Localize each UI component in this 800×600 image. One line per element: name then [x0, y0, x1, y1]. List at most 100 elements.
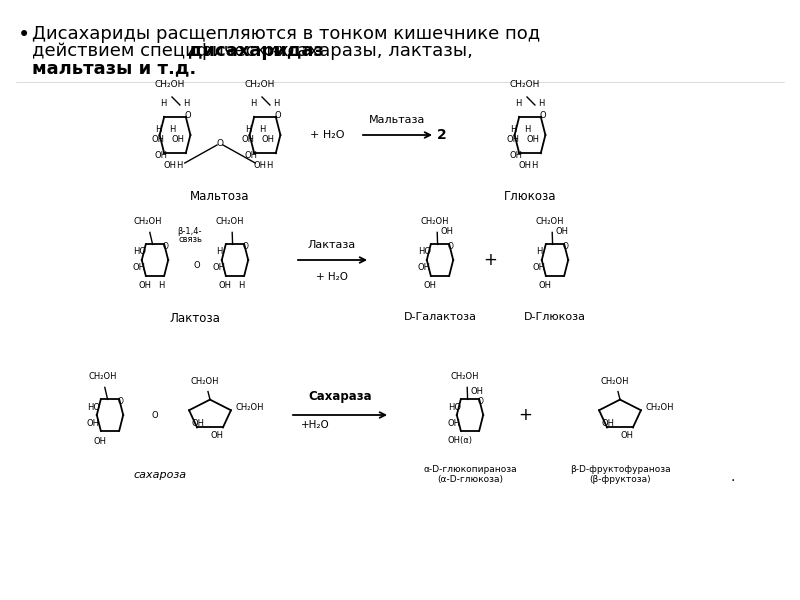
- Text: H: H: [183, 98, 190, 107]
- Text: OH: OH: [506, 136, 520, 145]
- Text: H: H: [169, 125, 175, 134]
- Text: CH₂OH: CH₂OH: [510, 80, 540, 89]
- Text: CH₂OH: CH₂OH: [451, 373, 479, 382]
- Text: OH: OH: [171, 136, 184, 145]
- Text: OH: OH: [94, 437, 106, 445]
- Text: •: •: [18, 25, 30, 45]
- Text: H: H: [536, 247, 542, 257]
- Text: CH₂OH: CH₂OH: [190, 377, 219, 386]
- Text: H: H: [216, 247, 222, 257]
- Text: H: H: [259, 125, 266, 134]
- Text: O: O: [447, 242, 453, 251]
- Text: HO: HO: [133, 247, 146, 257]
- Text: CH₂OH: CH₂OH: [421, 217, 450, 226]
- Text: H: H: [155, 125, 162, 134]
- Text: 2: 2: [437, 128, 446, 142]
- Text: OH: OH: [448, 419, 461, 427]
- Text: OH: OH: [470, 386, 484, 395]
- Text: H: H: [516, 98, 522, 107]
- Text: O: O: [242, 242, 248, 251]
- Text: O: O: [194, 260, 200, 269]
- Text: Мальтоза: Мальтоза: [190, 190, 250, 203]
- Text: OH: OH: [518, 160, 531, 169]
- Text: H: H: [250, 98, 257, 107]
- Text: OH: OH: [191, 419, 205, 427]
- Text: O: O: [217, 139, 223, 148]
- Text: H: H: [273, 98, 279, 107]
- Text: OH: OH: [262, 136, 274, 145]
- Text: Сахараза: Сахараза: [308, 390, 372, 403]
- Text: OH: OH: [152, 136, 165, 145]
- Text: OH: OH: [526, 136, 539, 145]
- Text: O: O: [274, 110, 281, 119]
- Text: +: +: [483, 251, 497, 269]
- Text: OH(α): OH(α): [447, 437, 473, 445]
- Text: дисахаридаз: дисахаридаз: [188, 42, 324, 60]
- Text: OH: OH: [556, 227, 569, 236]
- Text: OH: OH: [510, 151, 522, 160]
- Text: CH₂OH: CH₂OH: [601, 377, 630, 386]
- Text: OH: OH: [254, 160, 266, 169]
- Text: HO: HO: [86, 403, 100, 412]
- Text: OH: OH: [213, 263, 226, 272]
- Text: OH: OH: [154, 151, 167, 160]
- Text: CH₂OH: CH₂OH: [536, 217, 565, 226]
- Text: мальтазы и т.д.: мальтазы и т.д.: [32, 59, 196, 77]
- Text: β-D-фруктофураноза
(β-фруктоза): β-D-фруктофураноза (β-фруктоза): [570, 465, 670, 484]
- Text: H: H: [524, 125, 530, 134]
- Text: O: O: [539, 110, 546, 119]
- Text: CH₂OH: CH₂OH: [155, 80, 185, 89]
- Text: H: H: [158, 281, 164, 290]
- Text: H: H: [161, 98, 167, 107]
- Text: +: +: [518, 406, 532, 424]
- Text: D-Галактоза: D-Галактоза: [403, 312, 477, 322]
- Text: OH: OH: [418, 263, 431, 272]
- Text: Дисахариды расщепляются в тонком кишечнике под: Дисахариды расщепляются в тонком кишечни…: [32, 25, 540, 43]
- Text: CH₂OH: CH₂OH: [89, 373, 117, 382]
- Text: – сахаразы, лактазы,: – сахаразы, лактазы,: [267, 42, 473, 60]
- Text: связь: связь: [178, 235, 202, 245]
- Text: O: O: [477, 397, 483, 406]
- Text: H: H: [538, 98, 544, 107]
- Text: CH₂OH: CH₂OH: [646, 403, 674, 412]
- Text: OH: OH: [210, 431, 224, 439]
- Text: α-D-глюкопираноза
(α-D-глюкоза): α-D-глюкопираноза (α-D-глюкоза): [423, 465, 517, 484]
- Text: OH: OH: [138, 281, 151, 290]
- Text: O: O: [562, 242, 568, 251]
- Text: H: H: [238, 281, 244, 290]
- Text: CH₂OH: CH₂OH: [216, 217, 245, 226]
- Text: OH: OH: [163, 160, 177, 169]
- Text: H: H: [176, 160, 182, 169]
- Text: β-1,4-: β-1,4-: [178, 227, 202, 236]
- Text: Мальтаза: Мальтаза: [369, 115, 425, 125]
- Text: +H₂O: +H₂O: [301, 420, 330, 430]
- Text: HO: HO: [418, 247, 431, 257]
- Text: OH: OH: [621, 431, 634, 439]
- Text: OH: OH: [245, 151, 258, 160]
- Text: OH: OH: [218, 281, 231, 290]
- Text: OH: OH: [441, 227, 454, 236]
- Text: H: H: [245, 125, 251, 134]
- Text: Лактаза: Лактаза: [308, 240, 356, 250]
- Text: OH: OH: [133, 263, 146, 272]
- Text: Лактоза: Лактоза: [170, 312, 221, 325]
- Text: Глюкоза: Глюкоза: [504, 190, 556, 203]
- Text: действием специфических: действием специфических: [32, 42, 294, 60]
- Text: O: O: [162, 242, 168, 251]
- Text: OH: OH: [602, 419, 614, 427]
- Text: O: O: [152, 410, 158, 419]
- Text: + H₂O: + H₂O: [316, 272, 348, 282]
- Text: .: .: [730, 470, 734, 484]
- Text: OH: OH: [242, 136, 254, 145]
- Text: O: O: [184, 110, 191, 119]
- Text: CH₂OH: CH₂OH: [236, 403, 265, 412]
- Text: H: H: [266, 160, 272, 169]
- Text: OH: OH: [533, 263, 546, 272]
- Text: HO: HO: [448, 403, 461, 412]
- Text: OH: OH: [423, 281, 437, 290]
- Text: H: H: [510, 125, 516, 134]
- Text: O: O: [117, 397, 123, 406]
- Text: сахароза: сахароза: [134, 470, 186, 480]
- Text: D-Глюкоза: D-Глюкоза: [524, 312, 586, 322]
- Text: + H₂O: + H₂O: [310, 130, 345, 140]
